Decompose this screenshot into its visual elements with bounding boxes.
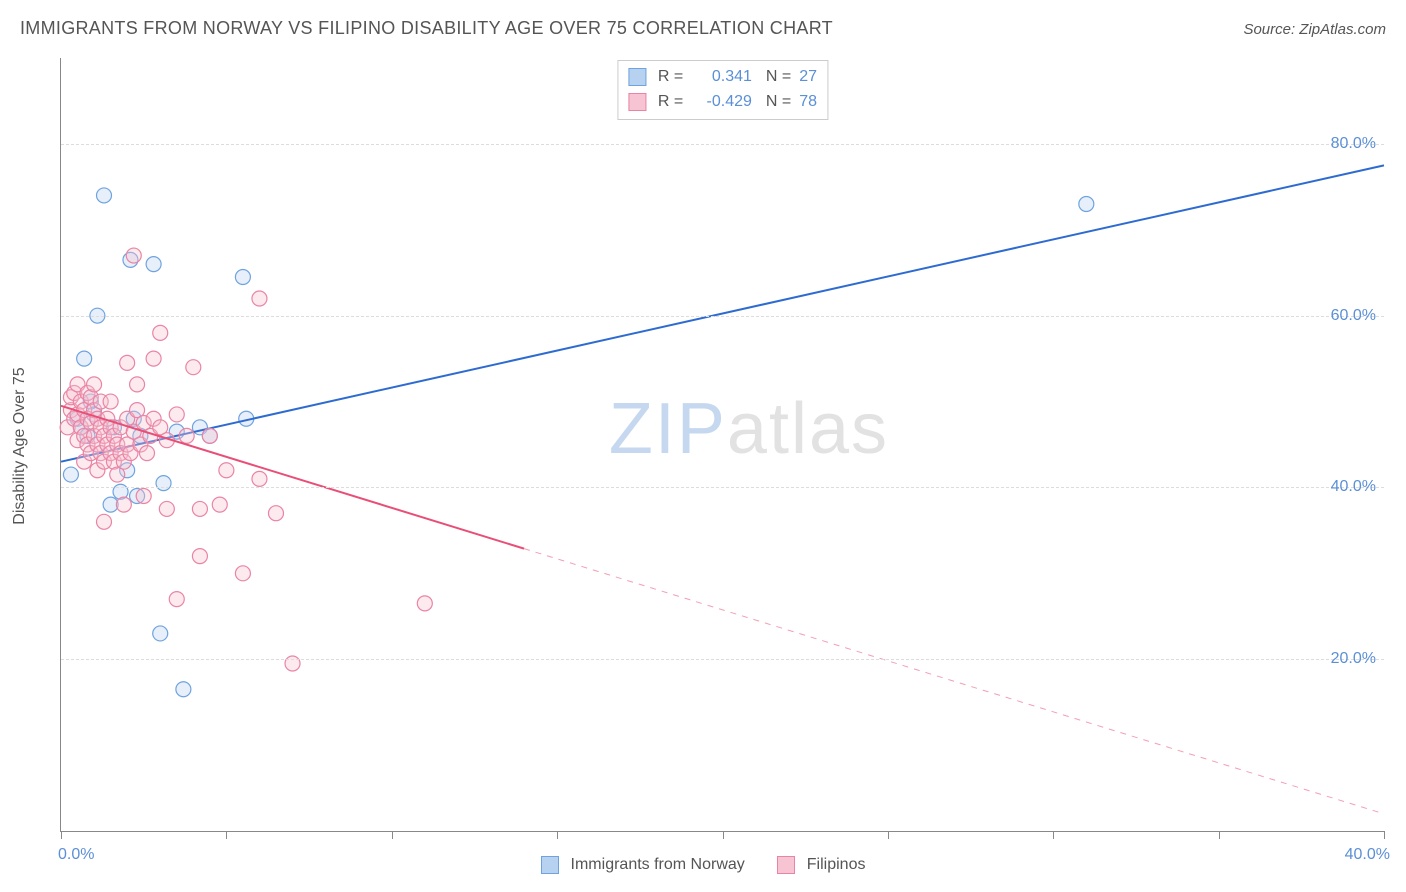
data-point [169,407,184,422]
r-value-1: 0.341 [694,65,752,90]
data-point [219,463,234,478]
data-point [139,446,154,461]
gridline [61,144,1384,145]
title-bar: IMMIGRANTS FROM NORWAY VS FILIPINO DISAB… [20,18,1386,39]
legend-item-2: Filipinos [777,856,866,874]
data-point [202,428,217,443]
r-value-2: -0.429 [694,90,752,115]
data-point [120,355,135,370]
chart-svg [61,58,1384,831]
data-point [146,351,161,366]
x-tick [1219,831,1220,839]
plot-area: R = 0.341 N = 27 R = -0.429 N = 78 ZIPat… [60,58,1384,832]
swatch-series-1 [628,68,646,86]
plot-wrap: R = 0.341 N = 27 R = -0.429 N = 78 ZIPat… [60,58,1384,832]
data-point [212,497,227,512]
gridline [61,487,1384,488]
gridline [61,316,1384,317]
data-point [268,506,283,521]
n-label: N = [766,65,791,90]
data-point [192,549,207,564]
swatch-series-2 [777,856,795,874]
series-legend: Immigrants from Norway Filipinos [0,856,1406,874]
x-tick [1384,831,1385,839]
data-point [235,566,250,581]
y-tick-label: 20.0% [1331,650,1376,668]
x-tick [61,831,62,839]
r-label: R = [658,90,686,115]
data-point [159,501,174,516]
data-point [136,489,151,504]
legend-label-2: Filipinos [807,856,866,874]
data-point [153,626,168,641]
x-tick [1053,831,1054,839]
data-point [192,501,207,516]
data-point [186,360,201,375]
chart-title: IMMIGRANTS FROM NORWAY VS FILIPINO DISAB… [20,18,833,39]
correlation-row-1: R = 0.341 N = 27 [628,65,817,90]
y-tick-label: 60.0% [1331,307,1376,325]
data-point [96,188,111,203]
data-point [179,428,194,443]
source-attribution: Source: ZipAtlas.com [1243,21,1386,38]
x-tick-label-min: 0.0% [58,846,94,864]
data-point [252,291,267,306]
data-point [63,467,78,482]
data-point [103,394,118,409]
n-value-1: 27 [799,65,817,90]
data-point [417,596,432,611]
y-tick-label: 40.0% [1331,478,1376,496]
data-point [87,377,102,392]
legend-label-1: Immigrants from Norway [571,856,745,874]
legend-item-1: Immigrants from Norway [541,856,745,874]
trend-line-extrapolated [524,549,1384,814]
correlation-row-2: R = -0.429 N = 78 [628,90,817,115]
data-point [169,592,184,607]
swatch-series-1 [541,856,559,874]
data-point [146,257,161,272]
data-point [116,497,131,512]
trend-line [61,165,1384,461]
x-tick [392,831,393,839]
correlation-legend: R = 0.341 N = 27 R = -0.429 N = 78 [617,60,828,120]
x-tick [226,831,227,839]
x-tick-label-max: 40.0% [1345,846,1390,864]
data-point [176,682,191,697]
data-point [96,514,111,529]
y-tick-label: 80.0% [1331,135,1376,153]
data-point [130,377,145,392]
y-axis-label: Disability Age Over 75 [11,367,29,524]
r-label: R = [658,65,686,90]
data-point [252,471,267,486]
x-tick [723,831,724,839]
data-point [153,325,168,340]
data-point [77,351,92,366]
data-point [126,248,141,263]
x-tick [557,831,558,839]
x-tick [888,831,889,839]
swatch-series-2 [628,93,646,111]
data-point [235,270,250,285]
n-label: N = [766,90,791,115]
gridline [61,659,1384,660]
n-value-2: 78 [799,90,817,115]
data-point [1079,197,1094,212]
